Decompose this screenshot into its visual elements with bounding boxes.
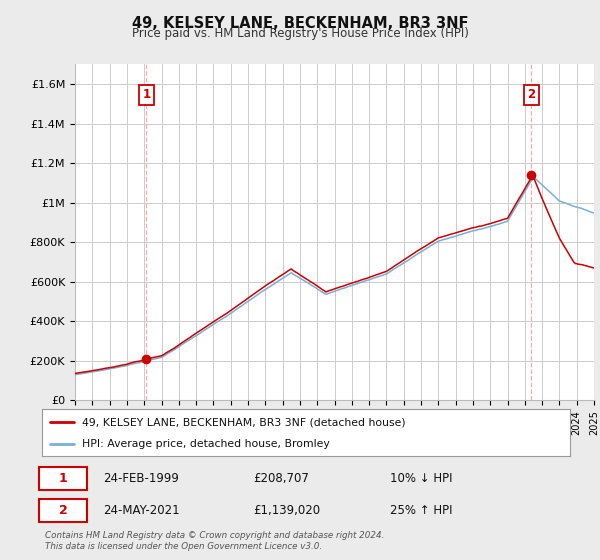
Text: HPI: Average price, detached house, Bromley: HPI: Average price, detached house, Brom… (82, 439, 329, 449)
Text: Contains HM Land Registry data © Crown copyright and database right 2024.
This d: Contains HM Land Registry data © Crown c… (44, 531, 384, 550)
Text: £1,139,020: £1,139,020 (253, 504, 320, 517)
Text: 49, KELSEY LANE, BECKENHAM, BR3 3NF (detached house): 49, KELSEY LANE, BECKENHAM, BR3 3NF (det… (82, 417, 405, 427)
Text: 25% ↑ HPI: 25% ↑ HPI (391, 504, 453, 517)
Text: 24-FEB-1999: 24-FEB-1999 (103, 472, 179, 485)
FancyBboxPatch shape (40, 499, 87, 522)
Text: 24-MAY-2021: 24-MAY-2021 (103, 504, 179, 517)
Text: 2: 2 (527, 88, 535, 101)
Text: 1: 1 (142, 88, 151, 101)
Text: 2: 2 (59, 504, 67, 517)
Text: 10% ↓ HPI: 10% ↓ HPI (391, 472, 453, 485)
Text: 49, KELSEY LANE, BECKENHAM, BR3 3NF: 49, KELSEY LANE, BECKENHAM, BR3 3NF (132, 16, 468, 31)
Text: £208,707: £208,707 (253, 472, 309, 485)
FancyBboxPatch shape (40, 467, 87, 489)
Text: Price paid vs. HM Land Registry's House Price Index (HPI): Price paid vs. HM Land Registry's House … (131, 27, 469, 40)
Text: 1: 1 (59, 472, 67, 485)
